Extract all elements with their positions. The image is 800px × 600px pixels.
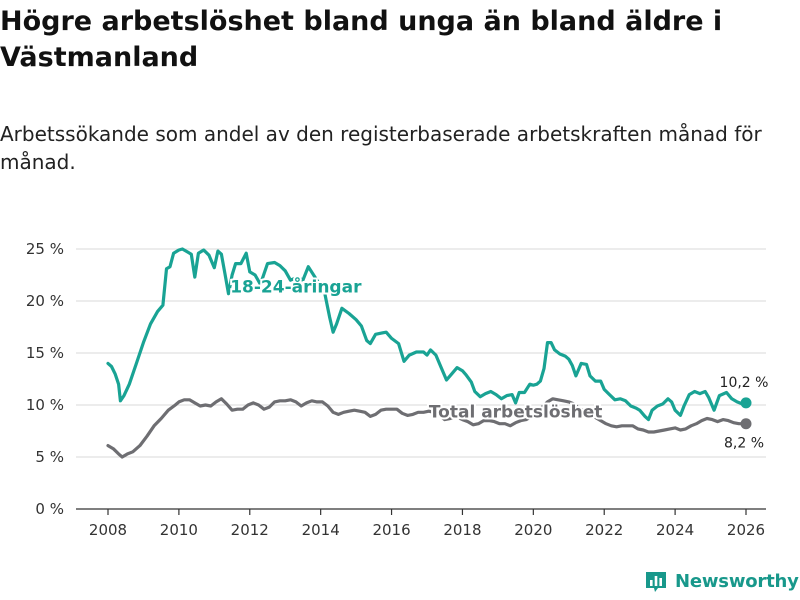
x-axis: 2008 2010 2012 2014 2016 2018 2020 2022 2024 2026 (76, 508, 766, 539)
series-label-youth: 18-24-åringar (230, 276, 362, 298)
end-point-youth (740, 397, 752, 409)
x-tick-label: 2018 (443, 521, 481, 539)
y-tick-label: 10 % (26, 396, 64, 414)
x-tick-label: 2012 (231, 521, 269, 539)
bar-chart-icon (646, 572, 666, 592)
y-tick-label: 20 % (26, 292, 64, 310)
x-tick-label: 2008 (89, 521, 127, 539)
x-tick-label: 2010 (160, 521, 198, 539)
series-label-total: Total arbetslöshet (429, 402, 603, 422)
y-tick-label: 5 % (35, 448, 64, 466)
chart-subtitle: Arbetssökande som andel av den registerb… (0, 122, 762, 174)
series-line-total (106, 397, 748, 459)
y-tick-label: 0 % (35, 500, 64, 518)
series-lines (106, 247, 752, 459)
x-tick-label: 2020 (514, 521, 552, 539)
line-chart: 0 %5 %10 %15 %20 %25 % 2008 2010 2012 2014 2… (26, 240, 769, 539)
series-line-youth (106, 247, 748, 422)
newsworthy-logo: Newsworthy (644, 568, 799, 594)
x-tick-label: 2022 (585, 521, 623, 539)
y-axis: 0 % 5 % 10 % 15 % 20 % 25 % (26, 240, 64, 518)
y-tick-label: 25 % (26, 240, 64, 258)
chart-title: Högre arbetslöshet bland unga än bland ä… (0, 6, 723, 73)
end-point-total (740, 418, 752, 430)
x-tick-label: 2016 (372, 521, 410, 539)
end-value-total: 8,2 % (724, 436, 764, 452)
x-tick-label: 2024 (656, 521, 694, 539)
x-tick-label: 2026 (727, 521, 765, 539)
x-tick-label: 2014 (302, 521, 340, 539)
brand-name: Newsworthy (675, 570, 799, 592)
end-value-youth: 10,2 % (720, 375, 769, 391)
y-tick-label: 15 % (26, 344, 64, 362)
series-labels: 18-24-åringar Total arbetslöshet 10,2 % 8,2… (228, 274, 769, 452)
